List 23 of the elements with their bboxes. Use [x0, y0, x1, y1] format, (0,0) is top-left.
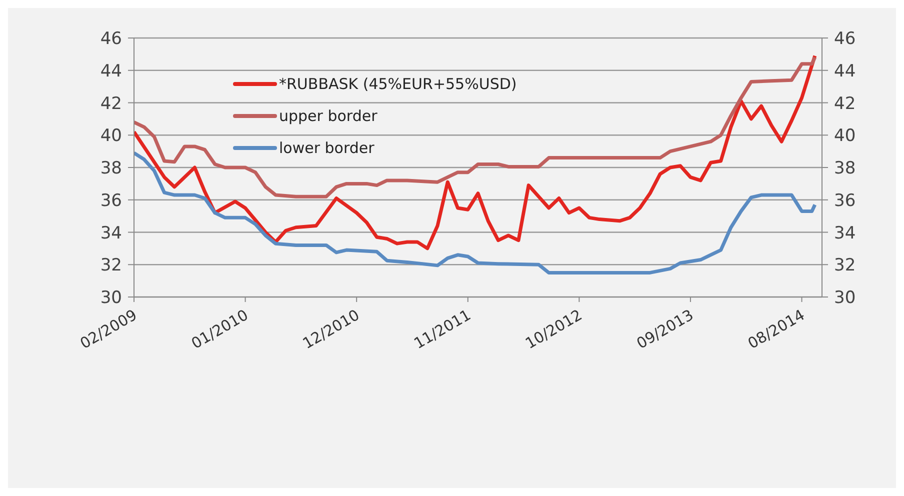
y-tick-label: 46 [100, 29, 122, 50]
y2-tick-label: 30 [834, 288, 856, 308]
y-tick-label: 36 [100, 190, 122, 211]
line-series [134, 56, 817, 198]
y-tick-label: 32 [100, 256, 122, 276]
y2-tick-label: 46 [834, 29, 856, 50]
y-tick-label: 44 [100, 61, 122, 82]
y-tick-label: 40 [100, 126, 122, 146]
y2-tick-label: 42 [834, 94, 856, 114]
y-tick-label: 34 [100, 223, 122, 244]
y2-tick-label: 36 [834, 190, 856, 211]
y-tick-label: 38 [100, 158, 122, 179]
legend-label: lower border [279, 139, 374, 157]
y-tick-label: 30 [100, 288, 122, 308]
y2-tick-label: 40 [834, 126, 856, 146]
line-series [134, 54, 817, 250]
legend-label: upper border [279, 107, 378, 125]
y2-tick-label: 34 [834, 223, 856, 244]
y2-tick-label: 44 [834, 61, 856, 82]
legend-label: *RUBBASK (45%EUR+55%USD) [279, 75, 517, 93]
y-tick-label: 42 [100, 94, 122, 114]
y2-tick-label: 32 [834, 256, 856, 276]
y2-tick-label: 38 [834, 158, 856, 179]
